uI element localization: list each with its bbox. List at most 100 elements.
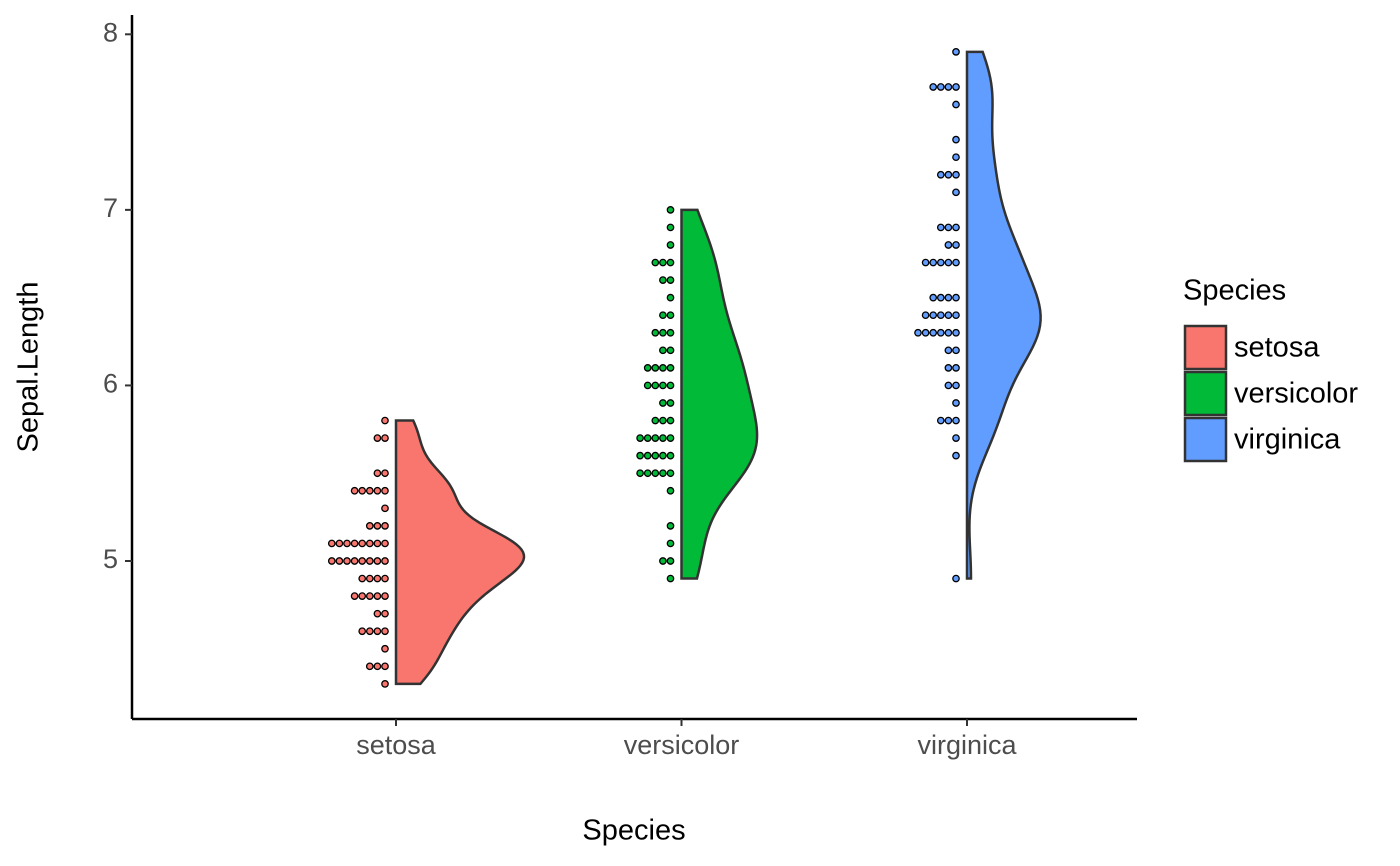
dot [373, 469, 382, 478]
dot [381, 469, 389, 478]
dot [373, 486, 382, 495]
dot [659, 399, 667, 407]
dot [944, 258, 953, 267]
x-tick-label: versicolor [624, 730, 740, 760]
dot [952, 223, 960, 232]
violin [965, 50, 1042, 580]
dot [373, 662, 382, 671]
dot [944, 223, 953, 232]
dot [929, 258, 938, 267]
dot [373, 627, 382, 636]
legend-title: Species [1183, 275, 1286, 307]
dot [936, 83, 945, 91]
dot [381, 627, 389, 636]
dot [373, 609, 382, 618]
dot [636, 434, 644, 442]
dot [365, 486, 374, 495]
dot [944, 83, 953, 91]
dot [952, 364, 960, 372]
dot [327, 557, 336, 565]
dot [929, 328, 938, 337]
dot [381, 434, 389, 442]
dot [666, 276, 675, 284]
dot [659, 434, 667, 442]
dot [659, 328, 667, 337]
dot [651, 451, 660, 460]
dot [666, 328, 675, 337]
dot [636, 469, 644, 478]
dot [666, 206, 675, 214]
dot [666, 223, 675, 232]
dot [666, 416, 675, 425]
dot [643, 381, 652, 390]
dot [666, 469, 675, 478]
dot [952, 399, 960, 407]
x-tick-label: setosa [356, 730, 437, 760]
x-tick-label: virginica [917, 730, 1017, 760]
legend-key [1183, 370, 1228, 417]
dot [373, 557, 382, 565]
dot [643, 469, 652, 478]
dot [921, 311, 930, 320]
dot [936, 293, 945, 302]
dot [952, 135, 960, 144]
dot [381, 416, 389, 425]
dot [335, 557, 344, 565]
legend-label: versicolor [1234, 378, 1358, 410]
violin [680, 208, 759, 580]
dot [936, 311, 945, 320]
dot [952, 170, 960, 179]
dot [358, 592, 367, 600]
dot [666, 486, 675, 495]
dot [365, 574, 374, 583]
dot [952, 328, 960, 337]
dot [651, 258, 660, 267]
dot [350, 592, 359, 600]
dot [921, 258, 930, 267]
dot [929, 293, 938, 302]
dot [659, 381, 667, 390]
dot [944, 311, 953, 320]
dot [365, 539, 374, 548]
dot [944, 416, 953, 425]
dot [365, 557, 374, 565]
dot [659, 469, 667, 478]
dot [643, 451, 652, 460]
dot [659, 451, 667, 460]
dot [666, 241, 675, 249]
dot [651, 328, 660, 337]
dot [381, 644, 389, 653]
y-tick-label: 6 [103, 369, 118, 399]
dot [666, 399, 675, 407]
dot [659, 346, 667, 355]
dot [666, 293, 675, 302]
dot [381, 504, 389, 513]
dot [952, 434, 960, 442]
legend-key [1183, 416, 1228, 463]
dot [381, 522, 389, 530]
dot [936, 223, 945, 232]
dot [343, 557, 351, 565]
dot [365, 662, 374, 671]
dot [952, 381, 960, 390]
dot [335, 539, 344, 548]
y-tick-label: 5 [103, 544, 118, 574]
dot [936, 170, 945, 179]
dot [381, 539, 389, 548]
dot [944, 346, 953, 355]
dot [952, 241, 960, 249]
dot [651, 416, 660, 425]
dot [373, 539, 382, 548]
dot [381, 662, 389, 671]
dot [381, 680, 389, 688]
dot [659, 416, 667, 425]
dot [659, 364, 667, 372]
dot [944, 241, 953, 249]
dot [952, 293, 960, 302]
dot [952, 258, 960, 267]
dot [914, 328, 922, 337]
legend-key [1183, 324, 1228, 371]
dot [350, 539, 359, 548]
